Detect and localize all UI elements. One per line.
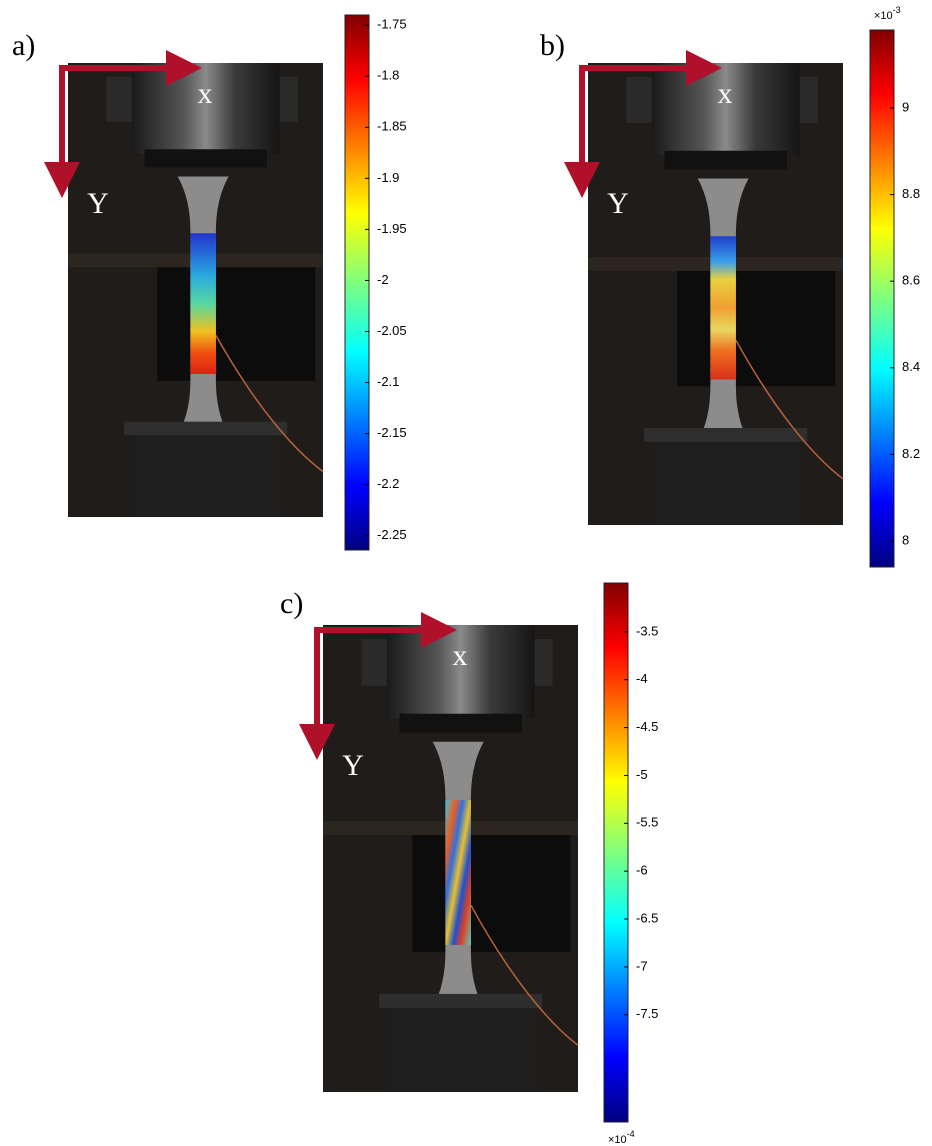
colorbar-tick-label: 8.6 bbox=[902, 273, 920, 288]
wires bbox=[470, 904, 579, 1046]
upper-grip-base bbox=[144, 149, 267, 168]
grip-bolt bbox=[534, 639, 553, 686]
colorbar-tick-label: -7 bbox=[636, 958, 648, 973]
colorbar-tick-label: 8.2 bbox=[902, 446, 920, 461]
y-axis-label: Y bbox=[342, 749, 364, 782]
lower-grip bbox=[651, 432, 800, 525]
colorbar-tick-label: -2.2 bbox=[377, 476, 399, 491]
colorbar-tick-label: -6.5 bbox=[636, 910, 658, 925]
wires bbox=[215, 335, 324, 473]
y-axis-label: Y bbox=[87, 187, 109, 220]
upper-grip bbox=[386, 625, 535, 719]
grip-bolt bbox=[279, 76, 298, 123]
upper-grip-base bbox=[399, 713, 522, 733]
multiplier-exponent: -3 bbox=[893, 5, 901, 15]
colorbar-tick-label: -4 bbox=[636, 671, 648, 686]
panel-label: a) bbox=[12, 29, 35, 62]
colorbar-tick-label: -5.5 bbox=[636, 815, 658, 830]
x-axis-label: x bbox=[718, 77, 733, 110]
colorbar-tick-label: -2.25 bbox=[377, 527, 407, 542]
panel: x Yb) 8 8.2 8.4 8.6 8.8 9 ×10-3 bbox=[540, 5, 920, 568]
colorbar bbox=[603, 582, 629, 1123]
grip-bolt bbox=[361, 639, 387, 686]
strain-overlay bbox=[190, 233, 216, 374]
colorbar-multiplier: ×10-4 bbox=[608, 1129, 635, 1146]
wires bbox=[735, 339, 844, 480]
background-panel bbox=[677, 261, 836, 387]
colorbar-tick-label: 8.4 bbox=[902, 359, 920, 374]
panel: x Ya) -1.75 -1.8 -1.85 -1.9 -1.95 -2 -2.05 -2.1 -2… bbox=[12, 14, 407, 551]
x-axis-label: x bbox=[453, 639, 468, 672]
panel: xYc)-3.5-4-4.5-5-5.5-6-6.5-7-7.5×10-4 bbox=[280, 582, 658, 1146]
colorbar-tick-label: -7.5 bbox=[636, 1006, 658, 1021]
multiplier-base: ×10 bbox=[608, 1134, 627, 1146]
colorbar-tick-label: -1.9 bbox=[377, 170, 399, 185]
panel-label: b) bbox=[540, 29, 565, 62]
grip-bolt bbox=[626, 76, 652, 124]
colorbar-tick-label: -1.95 bbox=[377, 221, 407, 236]
colorbar-tick-label: -2.15 bbox=[377, 425, 407, 440]
upper-grip bbox=[131, 63, 280, 154]
multiplier-exponent: -4 bbox=[627, 1129, 635, 1139]
colorbar bbox=[869, 29, 895, 568]
lower-grip bbox=[131, 426, 280, 517]
colorbar-tick-label: 9 bbox=[902, 99, 909, 114]
colorbar-tick-label: -5 bbox=[636, 767, 648, 782]
lower-grip-rim bbox=[124, 421, 288, 436]
multiplier-base: ×10 bbox=[874, 10, 893, 22]
lower-grip-rim bbox=[644, 427, 808, 442]
panel-label: c) bbox=[280, 587, 303, 620]
colorbar-tick-label: -3.5 bbox=[636, 623, 658, 638]
upper-grip-base bbox=[664, 150, 787, 170]
grip-bolt bbox=[799, 76, 818, 124]
colorbar-tick-label: -2.05 bbox=[377, 323, 407, 338]
colorbar-tick-label: -1.75 bbox=[377, 17, 407, 32]
colorbar-tick-label: -4.5 bbox=[636, 719, 658, 734]
y-axis-label: Y bbox=[607, 187, 629, 220]
strain-overlay bbox=[710, 236, 736, 380]
background-panel bbox=[412, 825, 571, 952]
colorbar-tick-label: -2.1 bbox=[377, 374, 399, 389]
colorbar-multiplier: ×10-3 bbox=[874, 5, 901, 22]
x-axis-label: x bbox=[198, 77, 213, 110]
colorbar-tick-label: -1.8 bbox=[377, 68, 399, 83]
colorbar-tick-label: 8 bbox=[902, 532, 909, 547]
colorbar bbox=[344, 14, 370, 551]
grip-bolt bbox=[106, 76, 132, 123]
colorbar-tick-label: -2 bbox=[377, 272, 389, 287]
lower-grip-rim bbox=[379, 993, 543, 1008]
lower-grip bbox=[386, 998, 535, 1092]
strain-overlay bbox=[445, 800, 471, 945]
upper-grip bbox=[651, 63, 800, 156]
background-panel bbox=[157, 258, 316, 381]
colorbar-tick-label: -6 bbox=[636, 863, 648, 878]
colorbar-tick-label: -1.85 bbox=[377, 119, 407, 134]
colorbar-tick-label: 8.8 bbox=[902, 186, 920, 201]
